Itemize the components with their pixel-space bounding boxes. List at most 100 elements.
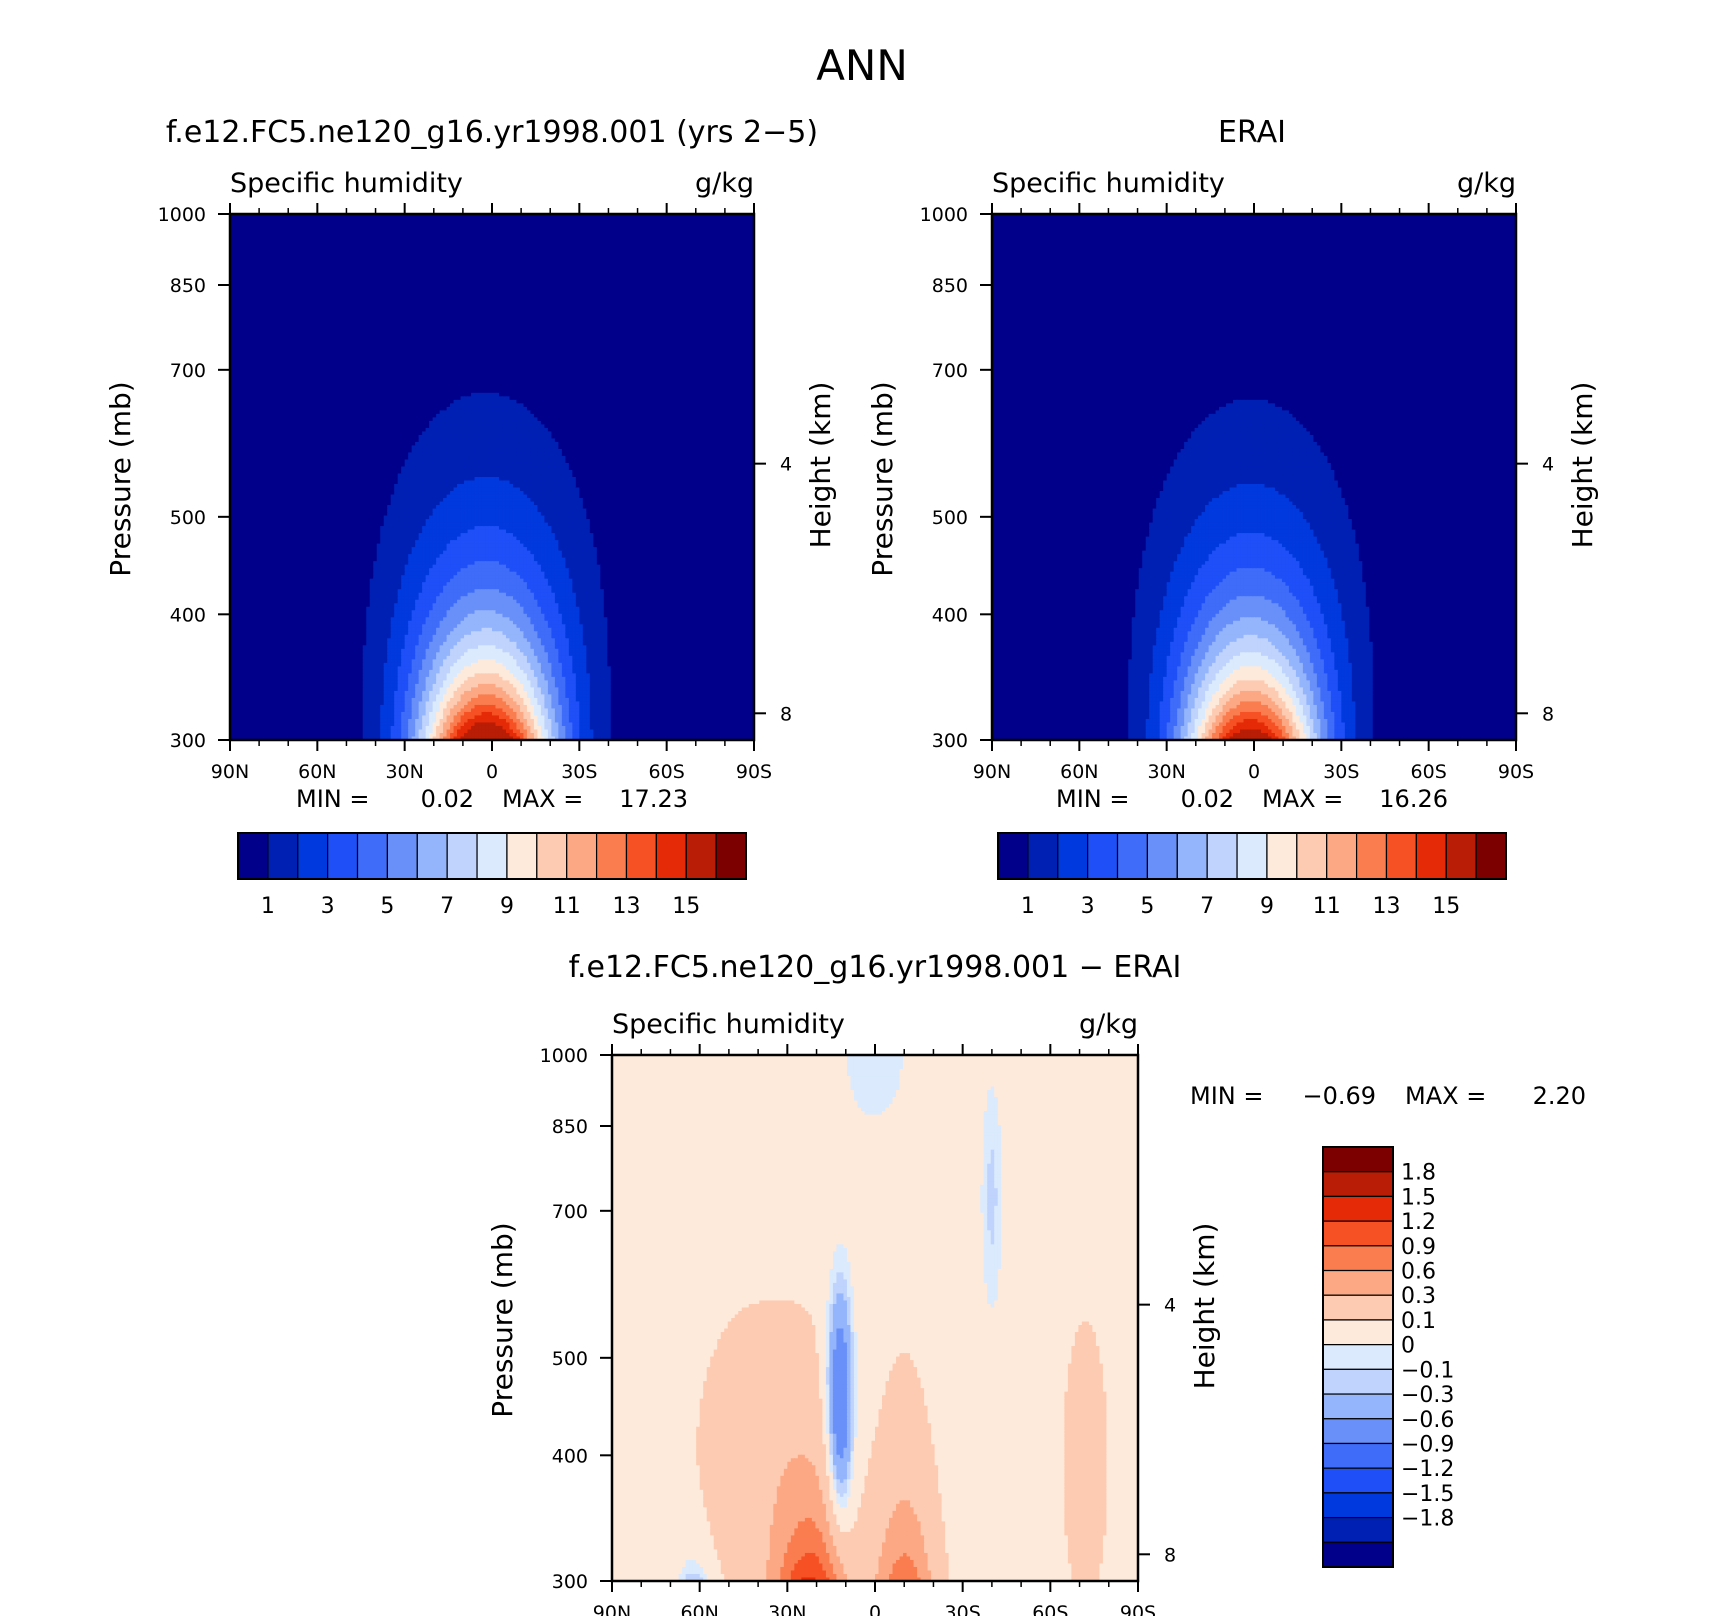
field-cell (275, 242, 279, 246)
field-cell (314, 295, 318, 299)
field-cell (429, 291, 433, 295)
field-cell (495, 291, 499, 295)
field-cell (604, 249, 608, 253)
field-cell (489, 249, 493, 253)
field-cell (366, 256, 370, 260)
field-cell (716, 274, 720, 278)
field-cell (558, 242, 562, 246)
field-cell (261, 246, 265, 250)
field-cell (576, 284, 580, 288)
field-cell (597, 263, 601, 267)
field-cell (562, 260, 566, 264)
field-cell (349, 274, 353, 278)
field-cell (677, 270, 681, 274)
field-cell (495, 263, 499, 267)
field-cell (705, 326, 709, 330)
field-cell (251, 242, 255, 246)
field-cell (489, 284, 493, 288)
field-cell (684, 309, 688, 313)
field-cell (548, 288, 552, 292)
field-cell (387, 323, 391, 327)
field-cell (485, 319, 489, 323)
field-cell (492, 221, 496, 225)
field-cell (464, 239, 468, 243)
field-cell (698, 256, 702, 260)
field-cell (509, 228, 513, 232)
field-cell (482, 228, 486, 232)
field-cell (475, 267, 479, 271)
field-cell (709, 302, 713, 306)
field-cell (412, 218, 416, 222)
field-cell (709, 270, 713, 274)
field-cell (719, 270, 723, 274)
field-cell (583, 305, 587, 309)
field-cell (429, 309, 433, 313)
field-cell (352, 298, 356, 302)
field-cell (457, 288, 461, 292)
field-cell (551, 253, 555, 257)
field-cell (716, 246, 720, 250)
field-cell (670, 228, 674, 232)
field-cell (342, 249, 346, 253)
field-cell (607, 319, 611, 323)
field-cell (454, 235, 458, 239)
field-cell (454, 221, 458, 225)
field-cell (237, 295, 241, 299)
field-cell (349, 319, 353, 323)
field-cell (475, 228, 479, 232)
field-cell (394, 288, 398, 292)
field-cell (726, 305, 730, 309)
field-cell (642, 302, 646, 306)
field-cell (513, 312, 517, 316)
field-cell (506, 270, 510, 274)
field-cell (328, 242, 332, 246)
field-cell (670, 277, 674, 281)
field-cell (572, 263, 576, 267)
field-cell (398, 309, 402, 313)
field-cell (726, 274, 730, 278)
field-cell (436, 256, 440, 260)
field-cell (492, 281, 496, 285)
field-cell (457, 239, 461, 243)
field-cell (450, 260, 454, 264)
field-cell (370, 235, 374, 239)
field-cell (408, 253, 412, 257)
field-cell (534, 319, 538, 323)
field-cell (300, 316, 304, 320)
field-cell (489, 281, 493, 285)
field-cell (247, 302, 251, 306)
field-cell (450, 267, 454, 271)
field-cell (485, 235, 489, 239)
field-cell (475, 309, 479, 313)
field-cell (691, 281, 695, 285)
field-cell (530, 270, 534, 274)
field-cell (440, 235, 444, 239)
field-cell (314, 267, 318, 271)
field-cell (527, 239, 531, 243)
field-cell (478, 232, 482, 236)
field-cell (363, 232, 367, 236)
field-cell (544, 239, 548, 243)
field-cell (642, 319, 646, 323)
field-cell (506, 326, 510, 330)
field-cell (681, 235, 685, 239)
field-cell (565, 319, 569, 323)
field-cell (422, 239, 426, 243)
field-cell (310, 270, 314, 274)
field-cell (516, 239, 520, 243)
field-cell (702, 284, 706, 288)
field-cell (597, 291, 601, 295)
field-cell (600, 277, 604, 281)
field-cell (569, 281, 573, 285)
field-cell (279, 270, 283, 274)
field-cell (258, 235, 262, 239)
field-cell (296, 312, 300, 316)
field-cell (705, 270, 709, 274)
field-cell (359, 316, 363, 320)
field-cell (516, 246, 520, 250)
field-cell (646, 218, 650, 222)
field-cell (380, 284, 384, 288)
field-cell (646, 277, 650, 281)
field-cell (233, 274, 237, 278)
field-cell (422, 267, 426, 271)
